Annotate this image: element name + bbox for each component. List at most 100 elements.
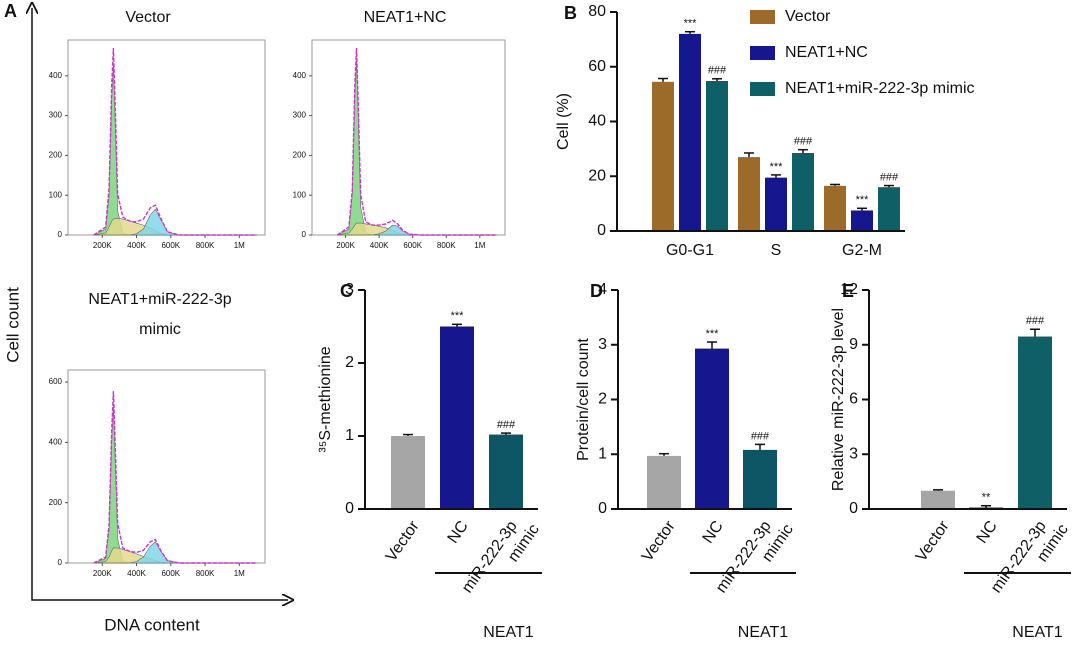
bar xyxy=(489,434,523,509)
x-tick-label: 200K xyxy=(336,241,355,250)
y-tick-label: 0 xyxy=(345,500,354,517)
x-tick-label: G0-G1 xyxy=(666,242,714,259)
y-tick-label: 80 xyxy=(588,3,606,20)
line xyxy=(93,47,257,236)
y-tick-label: 0 xyxy=(597,222,606,239)
y-tick-label: 2 xyxy=(598,391,607,408)
y-tick-label: 4 xyxy=(598,281,607,298)
x-tick-label: 400K xyxy=(127,241,146,250)
legend-label: Vector xyxy=(785,8,831,25)
bar xyxy=(647,455,681,509)
y-tick-label: 400 xyxy=(49,71,63,80)
y-tick-label: 400 xyxy=(293,71,307,80)
y-tick-label: 3 xyxy=(345,281,354,298)
y-axis-label: Protein/cell count xyxy=(575,338,592,461)
legend-swatch xyxy=(750,82,775,96)
panel-label: D xyxy=(590,281,603,301)
y-tick-label: 300 xyxy=(293,111,307,120)
y-axis-label: Cell count xyxy=(3,287,22,363)
y-tick-label: 2 xyxy=(345,354,354,371)
y-tick-label: 0 xyxy=(302,230,307,239)
annotation: ** xyxy=(982,492,991,504)
y-tick-label: 9 xyxy=(849,336,858,353)
y-axis-label: Cell (%) xyxy=(555,93,572,150)
line xyxy=(336,47,497,236)
annotation: ### xyxy=(880,171,899,183)
y-tick-label: 1 xyxy=(598,445,607,462)
area xyxy=(93,63,257,236)
y-tick-label: 0 xyxy=(58,230,63,239)
bar xyxy=(440,326,474,509)
annotation: ### xyxy=(794,136,813,148)
bar xyxy=(824,185,846,231)
y-tick-label: 3 xyxy=(598,336,607,353)
plot-frame xyxy=(311,39,506,236)
x-tick-label-group: Vector xyxy=(913,517,953,564)
x-tick-label-group: Vector xyxy=(639,517,679,564)
plot-frame xyxy=(67,39,266,236)
y-tick-label: 40 xyxy=(588,113,606,130)
bar xyxy=(738,157,760,231)
y-tick-label: 100 xyxy=(293,190,307,199)
bar xyxy=(878,187,900,231)
x-tick-label: 1M xyxy=(474,241,485,250)
bar xyxy=(695,348,729,509)
x-tick-label: NC xyxy=(974,518,1001,547)
y-tick-label: 60 xyxy=(588,58,606,75)
bar xyxy=(706,80,728,231)
x-tick-label: 600K xyxy=(161,569,180,578)
annotation: ### xyxy=(1026,315,1045,327)
annotation: *** xyxy=(451,310,465,322)
y-tick-label: 200 xyxy=(293,151,307,160)
legend-label: NEAT1+NC xyxy=(785,44,868,61)
chart-title: NEAT1+NC xyxy=(364,9,447,26)
x-tick-label-group: NC xyxy=(974,518,1001,547)
annotation: *** xyxy=(684,18,698,30)
y-tick-label: 400 xyxy=(49,437,63,446)
x-tick-label: NC xyxy=(700,518,727,547)
area xyxy=(93,406,257,564)
bar xyxy=(921,490,955,509)
y-tick-label: 12 xyxy=(840,281,858,298)
area xyxy=(93,208,257,236)
bar xyxy=(792,152,814,231)
x-tick-label: 800K xyxy=(437,241,456,250)
x-tick-label: 600K xyxy=(161,241,180,250)
x-tick-label: Vector xyxy=(639,517,679,564)
plot-frame xyxy=(67,369,266,564)
panel-label: E xyxy=(842,281,854,301)
x-tick-label: NC xyxy=(445,518,472,547)
annotation: ### xyxy=(751,430,770,442)
x-tick-label: 200K xyxy=(93,241,112,250)
bar xyxy=(652,81,674,232)
area xyxy=(337,222,497,236)
bar xyxy=(743,449,777,509)
annotation: ### xyxy=(708,65,727,77)
x-tick-label: 600K xyxy=(403,241,422,250)
annotation: *** xyxy=(770,161,784,173)
group-label: NEAT1 xyxy=(1012,624,1062,641)
y-tick-label: 300 xyxy=(49,111,63,120)
x-tick-label: Vector xyxy=(383,517,423,564)
y-axis-label: ³⁵S-methionine xyxy=(317,346,334,452)
chart-title: Vector xyxy=(125,9,171,26)
annotation: *** xyxy=(706,328,720,340)
y-tick-label: 1 xyxy=(345,427,354,444)
group-label: NEAT1 xyxy=(738,624,788,641)
chart-title: mimic xyxy=(139,321,181,338)
y-tick-label: 20 xyxy=(588,167,606,184)
area xyxy=(93,218,257,236)
y-tick-label: 600 xyxy=(49,377,63,386)
annotation: ### xyxy=(497,419,516,431)
x-tick-label: G2-M xyxy=(842,242,882,259)
bar xyxy=(1018,336,1052,509)
bar xyxy=(851,210,873,231)
axis-arrows xyxy=(32,8,288,600)
x-tick-label: 200K xyxy=(93,569,112,578)
y-tick-label: 200 xyxy=(49,498,63,507)
bar xyxy=(391,436,425,509)
